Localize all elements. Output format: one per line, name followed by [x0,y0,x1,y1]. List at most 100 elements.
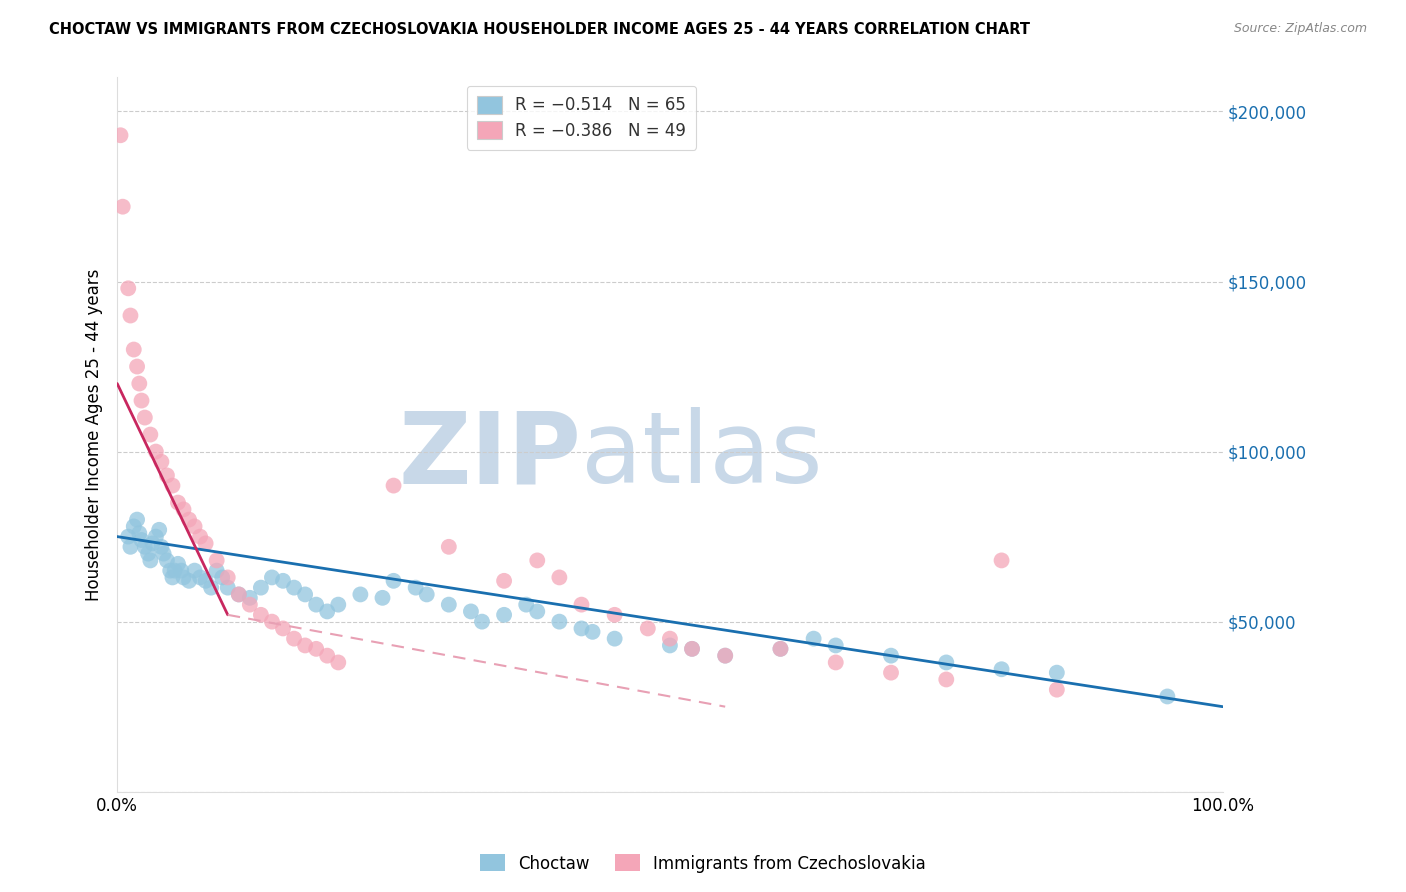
Point [316,648,339,663]
Point [935,673,957,687]
Point [571,622,593,636]
Point [145,444,167,458]
Point [177,513,200,527]
Point [260,615,283,629]
Point [142,536,165,550]
Point [271,574,294,588]
Point [131,533,153,547]
Text: ZIP: ZIP [399,408,582,505]
Point [173,570,195,584]
Point [127,513,149,527]
Point [183,519,205,533]
Point [1156,690,1178,704]
Point [382,478,405,492]
Point [205,553,228,567]
Point [177,574,200,588]
Legend: R = −0.514   N = 65, R = −0.386   N = 49: R = −0.514 N = 65, R = −0.386 N = 49 [467,86,696,150]
Point [217,570,239,584]
Point [167,495,190,509]
Point [188,530,211,544]
Point [139,553,162,567]
Point [162,570,184,584]
Point [769,641,792,656]
Text: Source: ZipAtlas.com: Source: ZipAtlas.com [1233,22,1367,36]
Point [156,468,179,483]
Point [460,604,482,618]
Point [205,564,228,578]
Point [603,632,626,646]
Point [117,281,139,295]
Point [328,598,350,612]
Point [260,570,283,584]
Point [382,574,405,588]
Point [283,632,305,646]
Point [681,641,703,656]
Point [117,530,139,544]
Point [271,622,294,636]
Point [803,632,825,646]
Point [170,564,193,578]
Point [250,581,273,595]
Point [131,393,153,408]
Point [305,598,328,612]
Point [134,410,156,425]
Point [150,540,173,554]
Legend: Choctaw, Immigrants from Czechoslovakia: Choctaw, Immigrants from Czechoslovakia [474,847,932,880]
Point [239,598,262,612]
Point [188,570,211,584]
Text: atlas: atlas [582,408,823,505]
Point [880,648,903,663]
Text: CHOCTAW VS IMMIGRANTS FROM CZECHOSLOVAKIA HOUSEHOLDER INCOME AGES 25 - 44 YEARS : CHOCTAW VS IMMIGRANTS FROM CZECHOSLOVAKI… [49,22,1031,37]
Point [471,615,494,629]
Point [150,455,173,469]
Point [935,656,957,670]
Point [228,587,250,601]
Point [120,540,142,554]
Point [173,502,195,516]
Point [110,128,132,143]
Point [769,641,792,656]
Point [128,376,150,391]
Point [371,591,394,605]
Point [1046,665,1069,680]
Point [990,662,1012,676]
Point [1046,682,1069,697]
Point [294,587,316,601]
Point [148,523,170,537]
Point [183,564,205,578]
Point [880,665,903,680]
Point [250,607,273,622]
Point [156,553,179,567]
Point [824,639,846,653]
Point [658,632,681,646]
Point [637,622,659,636]
Point [571,598,593,612]
Point [162,478,184,492]
Point [228,587,250,601]
Point [139,427,162,442]
Y-axis label: Householder Income Ages 25 - 44 years: Householder Income Ages 25 - 44 years [86,268,103,600]
Point [283,581,305,595]
Point [526,604,548,618]
Point [714,648,737,663]
Point [163,564,186,578]
Point [316,604,339,618]
Point [990,553,1012,567]
Point [349,587,371,601]
Point [824,656,846,670]
Point [494,607,516,622]
Point [152,547,174,561]
Point [494,574,516,588]
Point [681,641,703,656]
Point [211,570,233,584]
Point [194,536,217,550]
Point [603,607,626,622]
Point [415,587,437,601]
Point [217,581,239,595]
Point [194,574,217,588]
Point [437,540,460,554]
Point [239,591,262,605]
Point [122,343,145,357]
Point [526,553,548,567]
Point [134,540,156,554]
